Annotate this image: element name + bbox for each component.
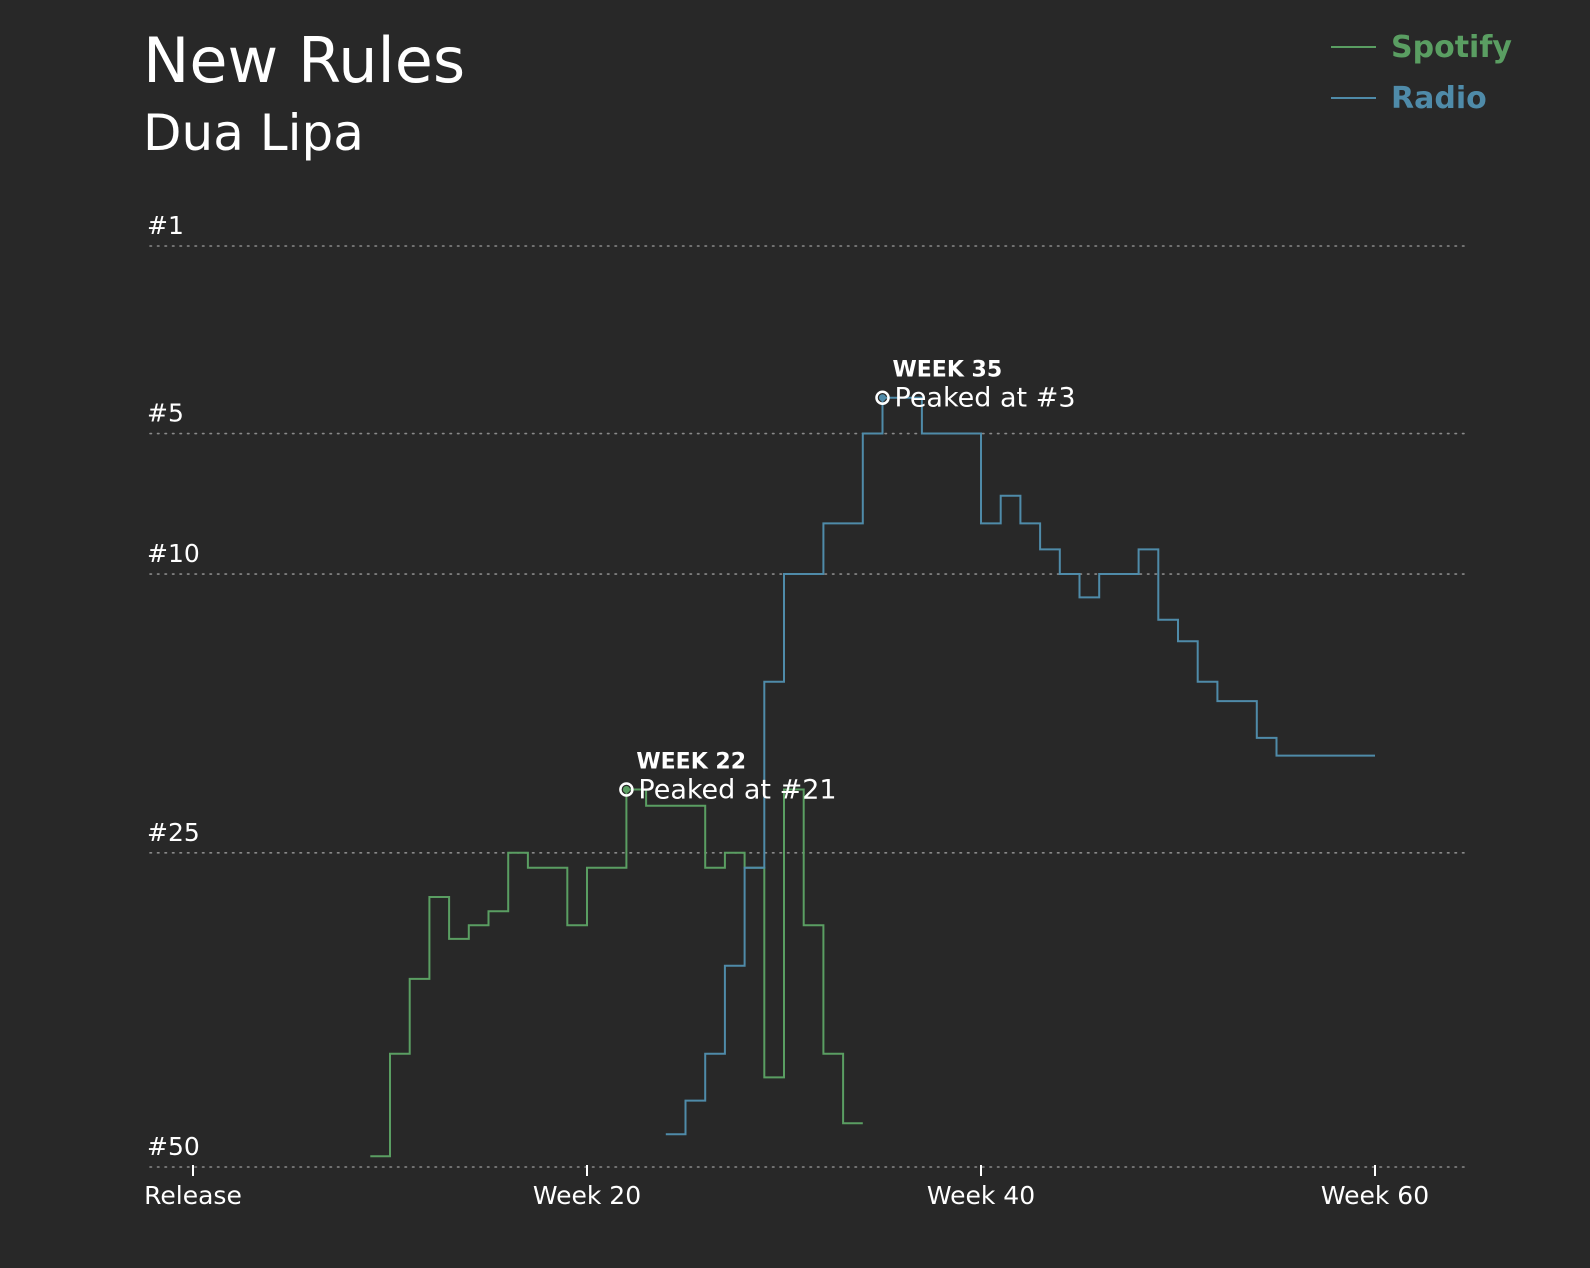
- y-tick-label-3: #25: [147, 818, 200, 847]
- x-tick-label-0: Release: [144, 1181, 242, 1210]
- annotation-dot-core-1: [622, 785, 630, 793]
- series-radio-line: [665, 396, 1375, 1136]
- y-tick-label-2: #10: [147, 539, 200, 568]
- annotation-text-1: Peaked at #21: [638, 774, 836, 805]
- x-axis: Release Week 20 Week 40 Week 60: [144, 1165, 1429, 1210]
- grid: #1 #5 #10 #25 #50: [147, 211, 1469, 1168]
- series-spotify-line: [370, 788, 863, 1158]
- annotation-dot-core-0: [879, 394, 886, 402]
- chart-subtitle: Dua Lipa: [143, 104, 364, 162]
- y-tick-label-1: #5: [147, 399, 184, 428]
- annotation-text-0: Peaked at #3: [895, 383, 1076, 414]
- annotation-week-0: WEEK 35: [893, 358, 1003, 383]
- y-tick-label-0: #1: [147, 211, 184, 240]
- x-tick-label-3: Week 60: [1321, 1181, 1429, 1210]
- legend-label-radio: Radio: [1391, 81, 1487, 116]
- annotation-week-1: WEEK 22: [636, 749, 746, 774]
- y-tick-label-4: #50: [147, 1132, 200, 1161]
- annotation-dot-1: [619, 782, 634, 797]
- x-tick-label-1: Week 20: [533, 1181, 641, 1210]
- x-tick-label-2: Week 40: [927, 1181, 1035, 1210]
- series-layer: [370, 396, 1375, 1158]
- legend: Spotify Radio: [1331, 30, 1512, 116]
- chart-title: New Rules: [143, 24, 465, 97]
- annotation-dot-0: [875, 390, 890, 405]
- legend-label-spotify: Spotify: [1391, 30, 1512, 65]
